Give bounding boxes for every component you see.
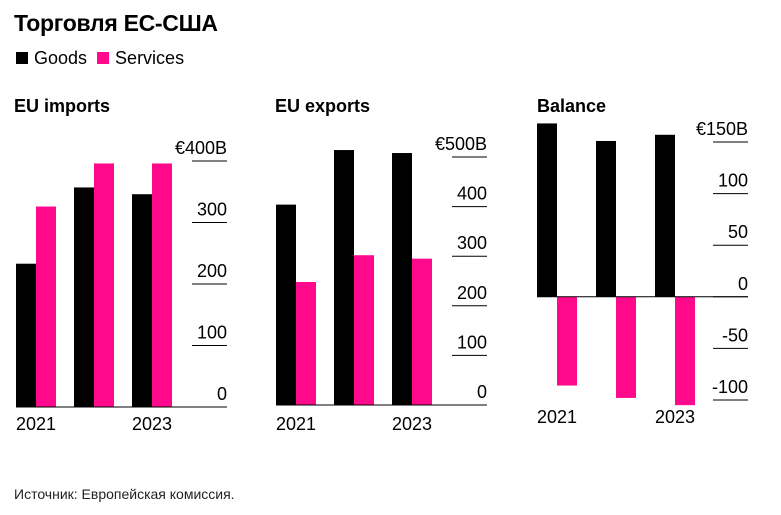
- balance-y-tick-label: 100: [718, 171, 748, 191]
- exports-bar-goods-2023: [392, 153, 412, 405]
- legend-item-services: Services: [97, 48, 184, 69]
- exports-y-tick-label: 100: [457, 332, 487, 352]
- balance-y-tick-label: -50: [722, 325, 748, 345]
- panel-title-exports: EU exports: [275, 96, 371, 116]
- imports-bar-services-2023: [152, 163, 172, 407]
- panel-title-imports: EU imports: [14, 96, 111, 116]
- legend-label-services: Services: [115, 47, 185, 68]
- exports-bar-services-2022: [354, 255, 374, 405]
- imports-x-tick-label: 2023: [132, 414, 172, 434]
- balance-bar-services-2023: [675, 296, 695, 406]
- legend: Goods Services: [16, 46, 194, 70]
- legend-item-goods: Goods: [16, 48, 87, 69]
- exports-y-tick-label: 0: [477, 382, 487, 402]
- chart-title: Торговля ЕС-США: [14, 10, 218, 36]
- imports-x-tick-label: 2021: [16, 414, 56, 434]
- exports-y-tick-label: 400: [457, 184, 487, 204]
- exports-y-tick-label: 200: [457, 283, 487, 303]
- balance-y-tick-label: 0: [738, 274, 748, 294]
- panel-title-balance: Balance: [537, 96, 607, 116]
- balance-x-tick-label: 2023: [655, 407, 695, 427]
- exports-x-tick-label: 2021: [276, 414, 316, 434]
- imports-y-tick-label: €400B: [175, 138, 227, 158]
- balance-bar-goods-2023: [655, 134, 675, 297]
- legend-swatch-goods: [16, 52, 28, 64]
- imports-y-tick-label: 300: [197, 200, 227, 220]
- imports-bar-services-2022: [94, 163, 114, 407]
- balance-bar-services-2022: [616, 296, 636, 398]
- imports-y-tick-label: 200: [197, 261, 227, 281]
- balance-y-tick-label: €150B: [696, 119, 748, 139]
- imports-bar-goods-2023: [132, 194, 152, 407]
- exports-y-tick-label: 300: [457, 233, 487, 253]
- imports-bar-goods-2022: [74, 187, 94, 407]
- exports-x-tick-label: 2023: [392, 414, 432, 434]
- source-note: Источник: Европейская комиссия.: [14, 486, 235, 502]
- exports-y-tick-label: €500B: [435, 134, 487, 154]
- exports-bar-goods-2021: [276, 204, 296, 405]
- balance-bar-goods-2022: [596, 140, 616, 297]
- exports-bar-services-2023: [412, 258, 432, 405]
- imports-y-tick-label: 0: [217, 384, 227, 404]
- imports-bar-goods-2021: [16, 263, 36, 407]
- balance-x-tick-label: 2021: [537, 407, 577, 427]
- balance-bar-services-2021: [557, 296, 577, 386]
- exports-bar-services-2021: [296, 281, 316, 405]
- legend-label-goods: Goods: [34, 47, 88, 68]
- balance-y-tick-label: 50: [728, 222, 748, 242]
- legend-swatch-services: [97, 52, 110, 64]
- imports-y-tick-label: 100: [197, 323, 227, 343]
- exports-bar-goods-2022: [334, 150, 354, 405]
- balance-bar-goods-2021: [537, 123, 557, 297]
- imports-bar-services-2021: [36, 206, 56, 407]
- balance-y-tick-label: -100: [712, 377, 748, 397]
